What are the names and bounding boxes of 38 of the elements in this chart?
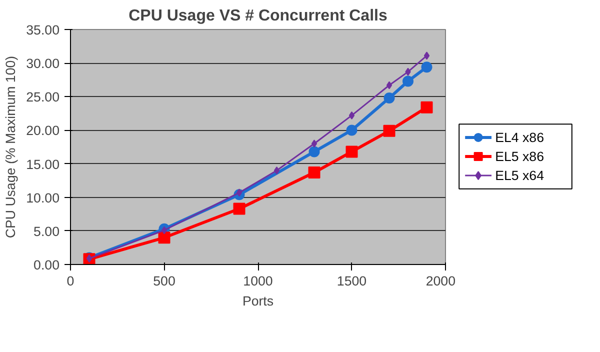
point bbox=[421, 62, 432, 73]
y-tick-label: 15.00 bbox=[26, 156, 60, 172]
x-axis-title: Ports bbox=[242, 294, 274, 308]
point bbox=[420, 101, 433, 114]
y-axis-title: CPU Usage (% Maximum 100) bbox=[3, 56, 18, 238]
chart-title: CPU Usage VS # Concurrent Calls bbox=[128, 8, 388, 24]
point bbox=[348, 111, 355, 120]
point bbox=[233, 202, 246, 215]
point bbox=[346, 124, 358, 136]
x-tick-label: 500 bbox=[153, 274, 176, 288]
point bbox=[383, 124, 396, 137]
point bbox=[424, 52, 430, 60]
y-tick-label: 35.00 bbox=[26, 22, 60, 38]
x-tick-label: 1500 bbox=[336, 274, 367, 288]
y-tick-label: 20.00 bbox=[26, 123, 60, 138]
point bbox=[158, 232, 170, 244]
point bbox=[236, 188, 242, 197]
legend-label: EL5 x64 bbox=[495, 168, 545, 184]
legend-label: EL5 x86 bbox=[495, 149, 544, 164]
x-tick-label: 1000 bbox=[243, 274, 273, 288]
legend-label: EL4 x86 bbox=[495, 130, 544, 145]
y-tick-label: 5.00 bbox=[34, 224, 60, 239]
x-tick-label: 2000 bbox=[426, 274, 456, 288]
point bbox=[311, 140, 318, 148]
point bbox=[308, 166, 320, 179]
y-tick-label: 25.00 bbox=[26, 90, 60, 105]
point bbox=[308, 146, 320, 158]
point bbox=[384, 92, 395, 104]
point bbox=[405, 68, 411, 76]
point bbox=[386, 81, 392, 90]
x-tick-label: 0 bbox=[66, 274, 74, 288]
y-tick-label: 30.00 bbox=[26, 56, 60, 72]
y-tick-label: 10.00 bbox=[26, 190, 60, 206]
point bbox=[161, 226, 168, 234]
point bbox=[402, 76, 414, 87]
point bbox=[346, 146, 358, 158]
point bbox=[274, 166, 280, 174]
y-tick-label: 0.00 bbox=[34, 258, 60, 272]
